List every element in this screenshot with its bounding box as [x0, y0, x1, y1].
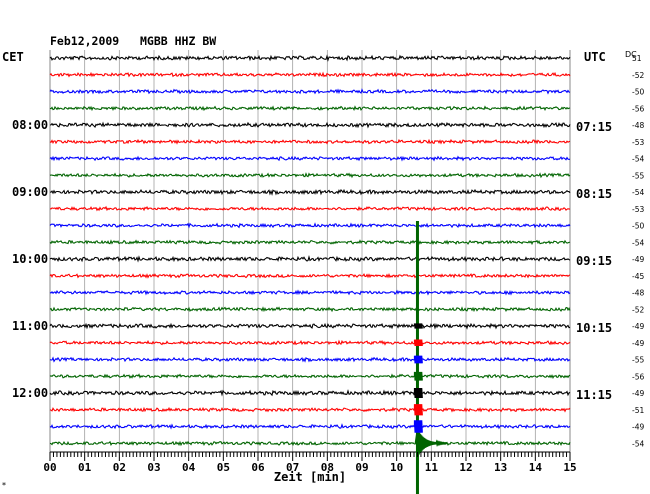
dc-offset-label: -54: [632, 238, 644, 247]
x-axis: 00 01 02 03 04 05 06 07 08 09 10 11 12 13 14 15: [43, 452, 577, 474]
trace-lines: [49, 54, 571, 494]
hour-labels: 08:00 09:00 10:00 11:00 12:00 07:15 08:15 09:15…: [12, 118, 612, 402]
right-hour-label: 10:15: [576, 321, 612, 335]
dc-offset-label: -54: [632, 155, 644, 164]
dc-offset-label: -54: [632, 439, 644, 448]
earthquake-trace-19: [413, 355, 423, 364]
trace-line-24: [49, 440, 571, 447]
right-hour-label: 08:15: [576, 187, 612, 201]
earthquake-trace-21: [413, 387, 423, 399]
x-tick-label: 00: [43, 461, 56, 474]
x-tick-label: 02: [113, 461, 126, 474]
x-tick-label: 13: [494, 461, 507, 474]
dc-offset-label: -49: [632, 255, 644, 264]
trace-line-16: [49, 306, 571, 313]
trace-line-1: [49, 54, 571, 62]
left-hour-label: 10:00: [12, 252, 48, 266]
dc-offset-label: -49: [632, 423, 644, 432]
earthquake-coda: [414, 429, 448, 457]
trace-line-10: [49, 205, 571, 212]
dc-offset-label: -49: [632, 389, 644, 398]
dc-offset-label: -49: [632, 339, 644, 348]
x-tick-label: 14: [529, 461, 543, 474]
earthquake-trace-20: [413, 371, 423, 381]
dc-offset-label: -52: [632, 305, 644, 314]
left-hour-label: 09:00: [12, 185, 48, 199]
trace-line-6: [49, 138, 571, 145]
left-hour-label: 11:00: [12, 319, 48, 333]
trace-line-11: [49, 222, 571, 229]
x-tick-label: 12: [459, 461, 472, 474]
right-hour-label: 09:15: [576, 254, 612, 268]
trace-line-9: [49, 188, 571, 196]
trace-line-12: [49, 239, 571, 246]
trace-line-3: [49, 88, 571, 95]
x-tick-label: 15: [563, 461, 576, 474]
dc-offset-label: -53: [632, 205, 644, 214]
dc-offset-label: -53: [632, 138, 644, 147]
x-tick-label: 07: [286, 461, 299, 474]
dc-offset-label: -55: [632, 356, 644, 365]
x-tick-label: 04: [182, 461, 196, 474]
trace-line-13: [49, 255, 571, 263]
trace-line-5: [49, 121, 571, 129]
left-hour-label: 08:00: [12, 118, 48, 132]
dc-offset-label: -54: [632, 188, 644, 197]
earthquake-trace-17: [413, 323, 423, 329]
trace-line-21: [49, 389, 571, 397]
x-tick-label: 08: [321, 461, 334, 474]
dc-offset-label: -49: [632, 322, 644, 331]
x-tick-label: 09: [355, 461, 368, 474]
left-axis-title: CET: [2, 50, 24, 64]
dc-offset-label: -48: [632, 121, 644, 130]
earthquake-trace-23: [413, 420, 423, 433]
x-tick-label: 06: [251, 461, 265, 474]
earthquake-trace-18: [413, 339, 423, 346]
right-hour-label: 07:15: [576, 120, 612, 134]
corner-mark: *: [2, 481, 6, 490]
dc-offset-label: -50: [632, 222, 644, 231]
dc-offset-label: -55: [632, 171, 644, 180]
dc-offset-label: -52: [632, 71, 644, 80]
earthquake-trace-22: [413, 404, 423, 416]
trace-line-17: [49, 322, 571, 330]
trace-line-20: [49, 373, 571, 380]
trace-line-18: [49, 339, 571, 346]
right-axis-title: UTC: [584, 50, 606, 64]
dc-offset-label: -48: [632, 289, 644, 298]
x-tick-label: 01: [78, 461, 92, 474]
chart-title: Feb12,2009 MGBB HHZ BW: [50, 34, 216, 48]
trace-line-19: [49, 356, 571, 363]
trace-line-22: [49, 406, 571, 413]
dc-title: DC: [625, 50, 637, 59]
trace-line-7: [49, 155, 570, 162]
x-tick-label: 10: [390, 461, 403, 474]
dc-offset-label: -56: [632, 104, 644, 113]
trace-line-14: [49, 272, 571, 279]
x-tick-label: 03: [147, 461, 160, 474]
dc-offset-label: -51: [632, 406, 644, 415]
right-hour-label: 11:15: [576, 388, 612, 402]
trace-line-8: [49, 172, 571, 179]
dc-offset-label: 51: [632, 54, 642, 63]
trace-line-2: [49, 71, 571, 78]
trace-line-4: [49, 105, 571, 112]
dc-offset-label: -50: [632, 88, 644, 97]
x-tick-label: 11: [425, 461, 439, 474]
x-tick-label: 05: [217, 461, 230, 474]
dc-offset-labels: 51 -52 -50 -56 -48 -53 -54 -55 -54 -53 -50 -54 -49 -4…: [632, 54, 644, 448]
x-axis-label: Zeit [min]: [274, 470, 346, 484]
dc-offset-label: -56: [632, 372, 644, 381]
trace-line-23: [49, 423, 571, 430]
left-hour-label: 12:00: [12, 386, 48, 400]
trace-line-15: [49, 289, 571, 296]
dc-offset-label: -45: [632, 272, 644, 281]
